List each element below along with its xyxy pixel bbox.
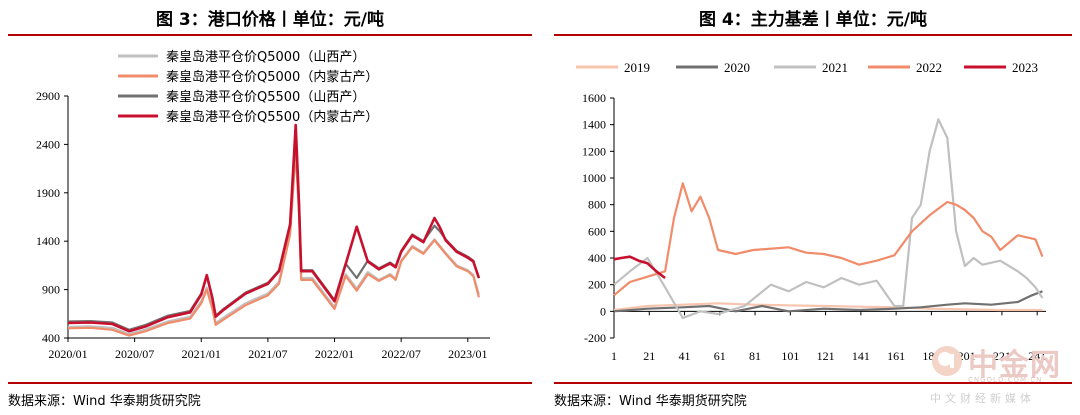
x-tick-label: 161: [887, 349, 905, 363]
chart-panel-port-price: 图 3：港口价格丨单位：元/吨 400 900 1400 1900 2400 2900 20…: [8, 0, 532, 414]
y-tick-label: 1000: [582, 171, 606, 185]
x-tick-label: 1: [611, 349, 617, 363]
legend-label-0: 秦皇岛港平仓价Q5000（山西产）: [166, 49, 365, 65]
x-tick-label: 2021/01: [182, 347, 221, 361]
y-tick-label: 2900: [36, 89, 60, 103]
series-line-4: [613, 255, 666, 280]
series-line-0: [67, 148, 480, 336]
x-tick-label: 241: [1028, 349, 1046, 363]
x-tick-label: 2020/07: [115, 347, 154, 361]
y-tick-label: 600: [588, 224, 606, 238]
source-note: 数据来源：Wind 华泰期货研究院: [8, 382, 532, 414]
x-tick-label: 221: [993, 349, 1011, 363]
y-tick-label: -200: [584, 331, 606, 345]
x-tick-label: 121: [817, 349, 835, 363]
watermark: 中金网 CNGOLD.COM.CN 中文财经新媒体: [930, 340, 1080, 410]
x-tick-label: 41: [679, 349, 691, 363]
series-line-1: [613, 290, 1043, 313]
y-tick-label: 1400: [582, 118, 606, 132]
x-tick-label: 141: [852, 349, 870, 363]
chart-panel-basis: 图 4：主力基差丨单位：元/吨 -200 0 200 400 600 800 1000 120…: [546, 0, 1080, 415]
port-price-line-chart: 400 900 1400 1900 2400 2900 2020/01 2020/07 2021…: [36, 49, 490, 361]
y-tick-label: 400: [42, 331, 60, 345]
legend-label-3: 秦皇岛港平仓价Q5500（内蒙古产）: [166, 109, 378, 125]
watermark-tag: 中文财经新媒体: [930, 392, 1035, 405]
legend-label-2: 秦皇岛港平仓价Q5500（山西产）: [166, 89, 365, 105]
x-tick-label: 101: [781, 349, 799, 363]
series-line-2: [613, 118, 1044, 320]
x-tick-label: 81: [749, 349, 761, 363]
x-tick-label: 2021/07: [248, 347, 287, 361]
x-tick-label: 201: [958, 349, 976, 363]
y-tick-label: 1400: [36, 234, 60, 248]
y-tick-label: 400: [588, 251, 606, 265]
x-tick-label: 2022/01: [315, 347, 354, 361]
y-tick-label: 1200: [582, 144, 606, 158]
series-line-3: [613, 182, 1044, 297]
x-tick-label: 61: [714, 349, 726, 363]
series-line-1: [67, 150, 480, 337]
y-tick-label: 1900: [36, 186, 60, 200]
x-tick-label: 2022/07: [381, 347, 420, 361]
watermark-logo-icon: [932, 346, 962, 376]
chart-title: 图 3：港口价格丨单位：元/吨: [8, 0, 532, 36]
y-tick-label: 2400: [36, 137, 60, 151]
series-line-0: [613, 302, 1043, 312]
y-tick-label: 900: [42, 283, 60, 297]
legend-label-1: 2020: [724, 60, 750, 75]
y-tick-label: 200: [588, 278, 606, 292]
legend-label-3: 2022: [916, 60, 942, 75]
source-note: 数据来源：Wind 华泰期货研究院: [554, 382, 1072, 414]
legend-label-1: 秦皇岛港平仓价Q5000（内蒙古产）: [166, 69, 378, 85]
watermark-text: 中金网: [968, 348, 1061, 383]
chart-title: 图 4：主力基差丨单位：元/吨: [554, 0, 1072, 36]
legend-label-0: 2019: [624, 60, 650, 75]
y-tick-label: 0: [600, 304, 606, 318]
x-tick-label: 21: [643, 349, 655, 363]
series-line-2: [67, 133, 480, 331]
y-tick-label: 1600: [582, 91, 606, 105]
watermark-sub: CNGOLD.COM.CN: [968, 376, 1043, 384]
legend-label-4: 2023: [1012, 60, 1038, 75]
x-tick-label: 2023/01: [448, 347, 487, 361]
legend-label-2: 2021: [822, 60, 848, 75]
series-line-3: [67, 123, 481, 333]
y-tick-label: 800: [588, 198, 606, 212]
x-tick-label: 2020/01: [48, 347, 87, 361]
